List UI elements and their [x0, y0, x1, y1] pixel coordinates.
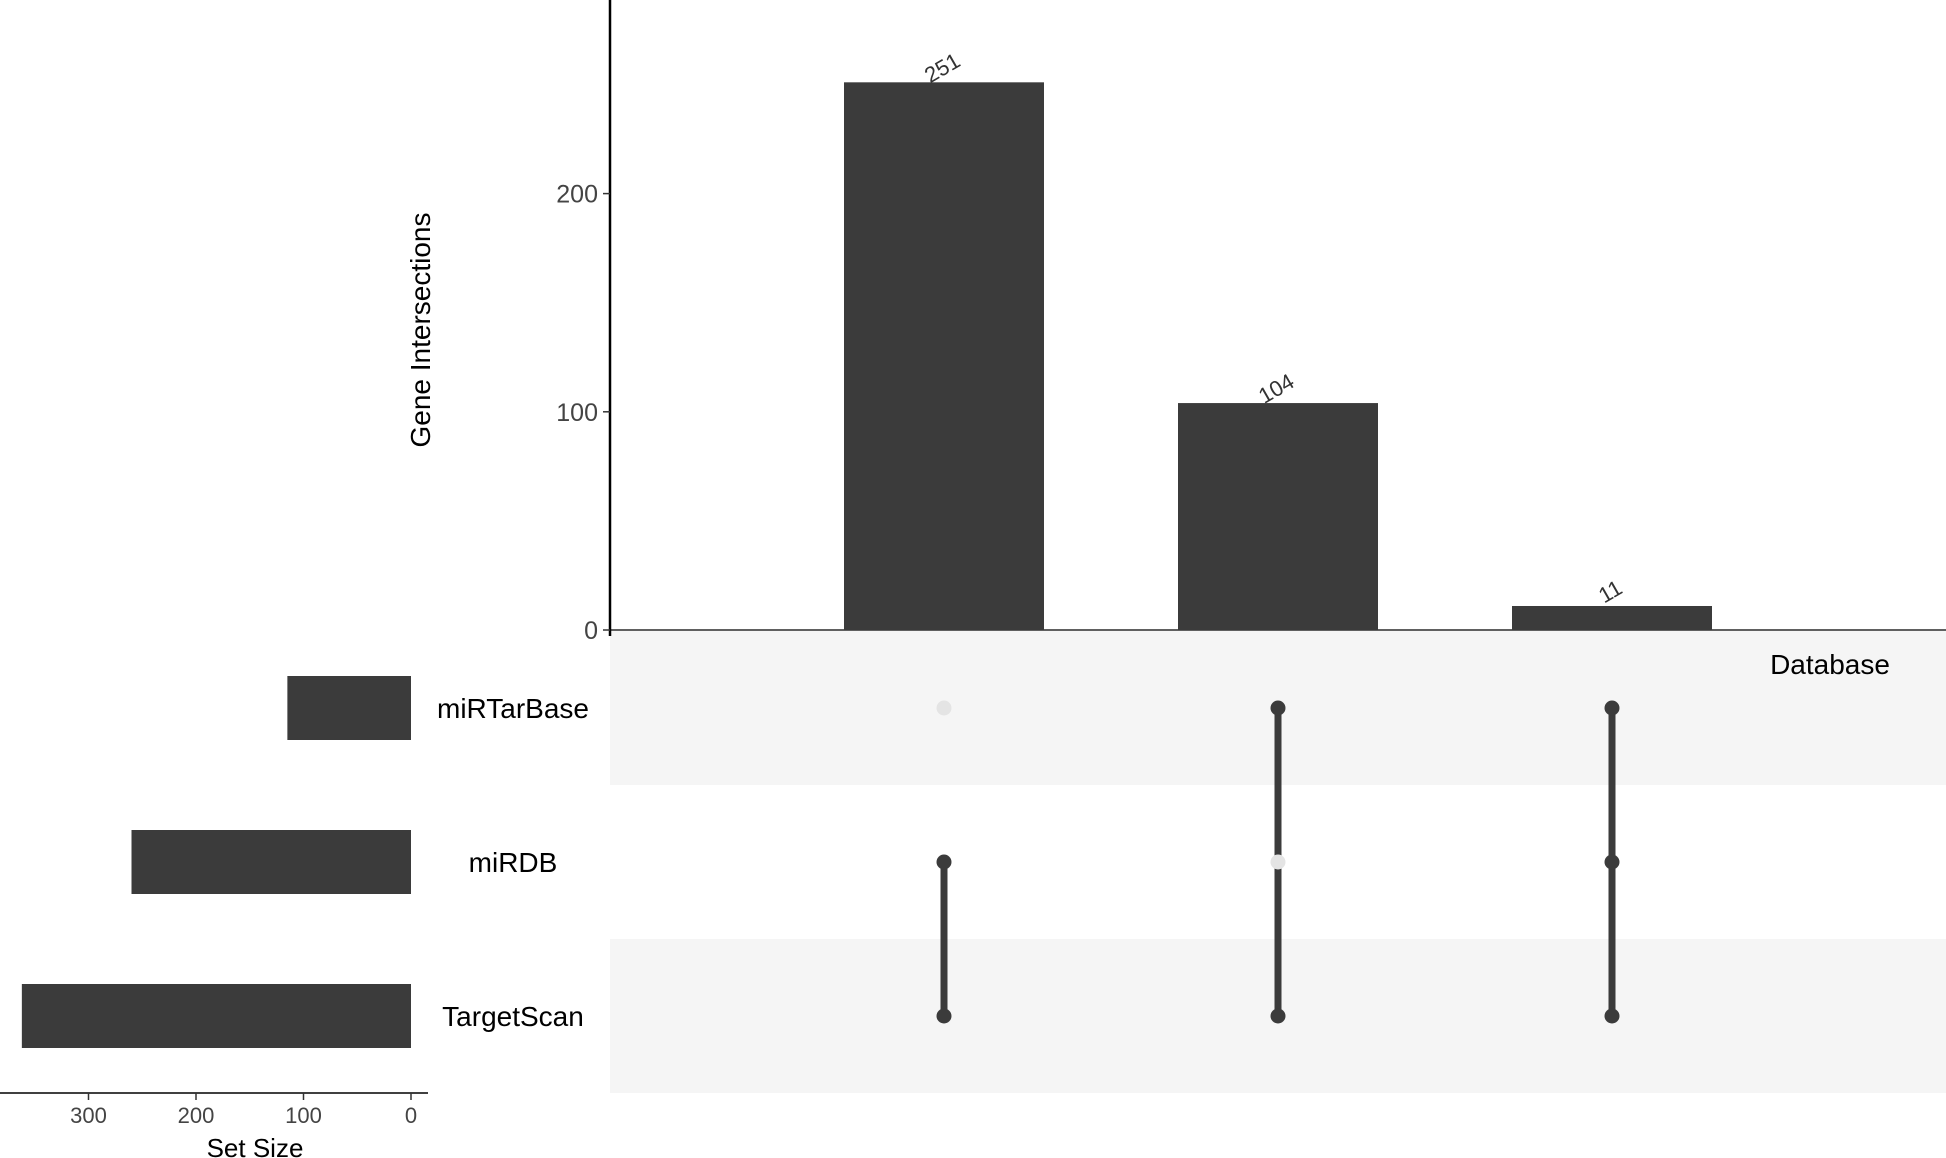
matrix-dot-empty	[1270, 854, 1286, 870]
matrix-dot-filled	[1604, 854, 1620, 870]
y-axis-title: Gene Intersections	[405, 212, 436, 447]
matrix-dot-empty	[936, 700, 952, 716]
intersection-bar	[1178, 403, 1378, 630]
set-name-label: miRTarBase	[437, 693, 589, 724]
intersection-bars: 251 104 11	[844, 48, 1712, 631]
bar-value-label: 104	[1254, 369, 1298, 409]
set-size-bar	[287, 676, 411, 740]
set-size-bars: miRTarBase miRDB TargetScan	[21, 676, 589, 1048]
matrix-dot-filled	[1270, 700, 1286, 716]
set-name-label: TargetScan	[442, 1001, 584, 1032]
matrix-dot-filled	[1604, 700, 1620, 716]
intersection-y-axis: 0 100 200	[556, 0, 1946, 645]
set-size-bar	[21, 984, 411, 1048]
y-tick-label: 0	[584, 617, 598, 645]
set-size-axis-title: Set Size	[207, 1133, 304, 1158]
matrix-dot-filled	[936, 854, 952, 870]
bar-value-label: 11	[1594, 575, 1626, 608]
set-axis-tick-label: 0	[405, 1103, 417, 1128]
set-axis-tick-label: 200	[178, 1103, 215, 1128]
set-name-label: miRDB	[469, 847, 558, 878]
bar-value-label: 251	[920, 48, 964, 88]
y-tick-label: 200	[556, 181, 598, 209]
set-axis-tick-label: 100	[285, 1103, 322, 1128]
matrix-dot-filled	[936, 1008, 952, 1024]
matrix-dot-filled	[1270, 1008, 1286, 1024]
set-axis-tick-label: 300	[70, 1103, 107, 1128]
matrix-dot-filled	[1604, 1008, 1620, 1024]
set-size-bar	[131, 830, 411, 894]
intersection-bar	[844, 82, 1044, 631]
set-size-x-axis: 300 200 100 0	[0, 1092, 428, 1128]
y-tick-label: 100	[556, 399, 598, 427]
set-membership-matrix	[936, 700, 1620, 1024]
intersection-bar	[1512, 605, 1712, 630]
matrix-legend-title: Database	[1770, 649, 1890, 680]
